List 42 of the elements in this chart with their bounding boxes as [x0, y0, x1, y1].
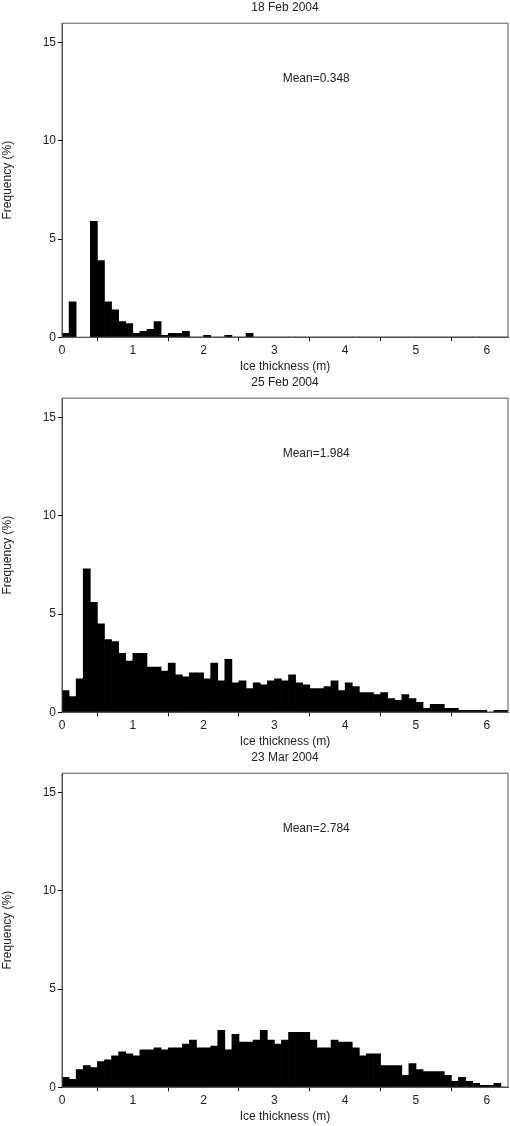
- y-tick-label: 15: [42, 410, 57, 425]
- y-tick-label: 10: [42, 133, 57, 148]
- annotation: Mean=1.984: [282, 445, 351, 460]
- x-tick-label: 1: [129, 1092, 137, 1107]
- y-tick-label: 15: [42, 785, 57, 800]
- y-tick-label: 5: [49, 231, 57, 246]
- y-axis-title: Frequency (%): [0, 140, 14, 220]
- x-tick-label: 6: [483, 342, 491, 357]
- y-tick-label: 0: [49, 329, 57, 344]
- x-tick-label: 2: [200, 1092, 208, 1107]
- y-tick-label: 10: [42, 508, 57, 523]
- x-tick-label: 1: [129, 717, 137, 732]
- annotation: Mean=2.784: [282, 820, 351, 835]
- x-axis-title: Ice thickness (m): [239, 734, 331, 749]
- x-axis-title: Ice thickness (m): [239, 1109, 331, 1124]
- y-tick-label: 10: [42, 883, 57, 898]
- x-tick-label: 3: [271, 1092, 279, 1107]
- y-axis-title: Frequency (%): [0, 515, 14, 595]
- x-tick-label: 2: [200, 717, 208, 732]
- x-tick-label: 4: [341, 717, 349, 732]
- x-tick-label: 6: [483, 717, 491, 732]
- x-axis-title: Ice thickness (m): [239, 359, 331, 374]
- x-tick-label: 4: [341, 1092, 349, 1107]
- y-tick-label: 15: [42, 35, 57, 50]
- chart-title: 25 Feb 2004: [250, 375, 320, 389]
- chart-title: 18 Feb 2004: [250, 0, 320, 14]
- y-tick-label: 5: [49, 981, 57, 996]
- x-tick-label: 3: [271, 342, 279, 357]
- x-tick-label: 5: [412, 342, 420, 357]
- x-tick-label: 1: [129, 342, 137, 357]
- x-tick-label: 3: [271, 717, 279, 732]
- chart-title: 23 Mar 2004: [250, 750, 320, 764]
- x-tick-label: 5: [412, 1092, 420, 1107]
- x-tick-label: 5: [412, 717, 420, 732]
- y-tick-label: 0: [49, 1079, 57, 1094]
- y-axis-title: Frequency (%): [0, 890, 14, 970]
- annotation: Mean=0.348: [282, 70, 351, 85]
- y-tick-label: 0: [49, 704, 57, 719]
- x-tick-label: 6: [483, 1092, 491, 1107]
- y-tick-label: 5: [49, 606, 57, 621]
- x-tick-label: 4: [341, 342, 349, 357]
- x-tick-label: 2: [200, 342, 208, 357]
